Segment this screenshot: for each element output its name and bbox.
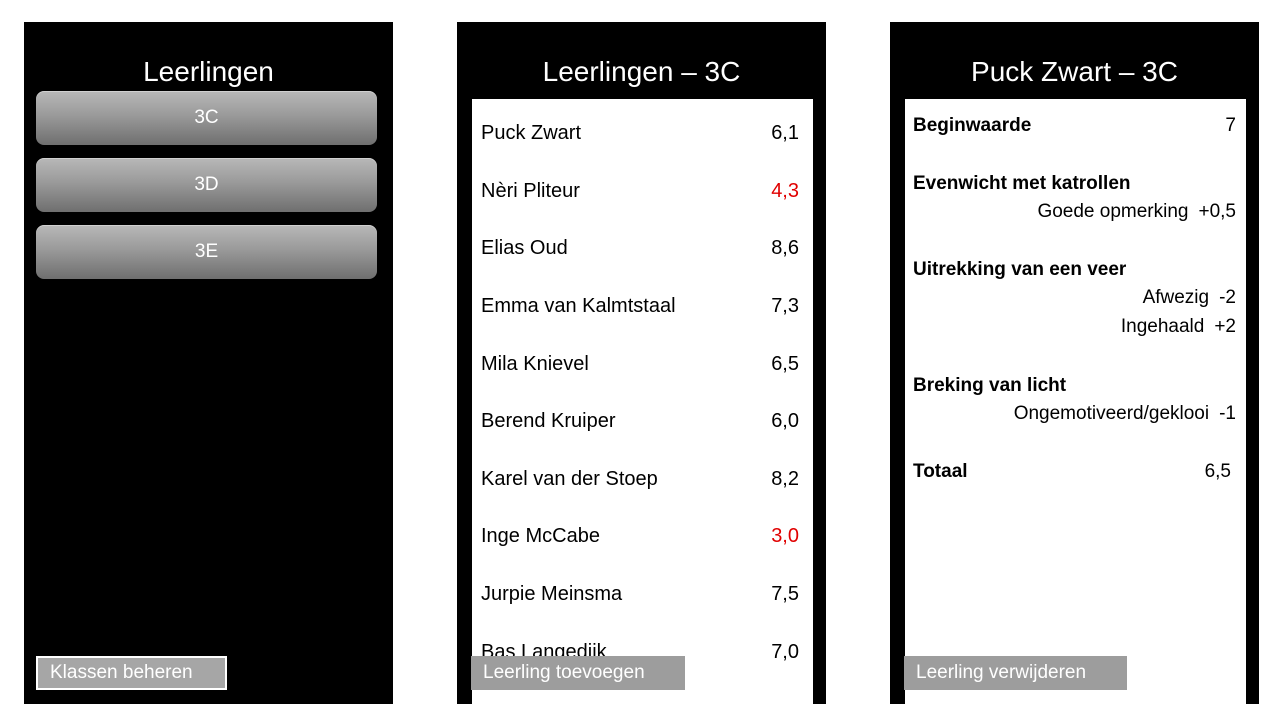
- remark-label: Ingehaald: [1120, 315, 1205, 337]
- grade-detail-panel: Beginwaarde 7 Evenwicht met katrollen Go…: [905, 99, 1246, 704]
- remark-row: Goede opmerking +0,5: [913, 197, 1236, 226]
- remark-label: Goede opmerking: [1037, 200, 1189, 222]
- add-student-button[interactable]: Leerling toevoegen: [471, 656, 685, 690]
- total-label: Totaal: [913, 461, 968, 482]
- class-list: 3C 3D 3E: [36, 91, 377, 292]
- start-value: 7: [1225, 115, 1236, 136]
- class-button-3d[interactable]: 3D: [36, 158, 377, 212]
- assignment-section: Breking van licht Ongemotiveerd/geklooi …: [913, 373, 1236, 428]
- assignment-section: Evenwicht met katrollen Goede opmerking …: [913, 171, 1236, 226]
- student-name: Jurpie Meinsma: [481, 582, 623, 605]
- total-row: Totaal 6,5: [913, 459, 1236, 485]
- student-row[interactable]: Emma van Kalmtstaal 7,3: [481, 292, 799, 320]
- section-heading: Breking van licht: [913, 375, 1067, 396]
- student-name: Nèri Pliteur: [481, 179, 580, 202]
- student-grade: 4,3: [771, 179, 799, 202]
- student-grade: 6,0: [771, 409, 799, 432]
- student-name: Puck Zwart: [481, 121, 582, 144]
- student-name: Elias Oud: [481, 236, 568, 259]
- student-row[interactable]: Nèri Pliteur 4,3: [481, 177, 799, 205]
- student-name: Mila Knievel: [481, 352, 589, 375]
- start-value-row: Beginwaarde 7: [913, 113, 1236, 139]
- class-button-3e[interactable]: 3E: [36, 225, 377, 279]
- student-row[interactable]: Mila Knievel 6,5: [481, 350, 799, 378]
- student-name: Berend Kruiper: [481, 409, 616, 432]
- total-value: 6,5: [1204, 461, 1231, 482]
- student-grade: 6,1: [771, 121, 799, 144]
- remark-row: Afwezig -2: [913, 283, 1236, 312]
- student-name: Emma van Kalmtstaal: [481, 294, 676, 317]
- student-row[interactable]: Jurpie Meinsma 7,5: [481, 580, 799, 608]
- assignment-section: Uitrekking van een veer Afwezig -2 Ingeh…: [913, 257, 1236, 341]
- student-row[interactable]: Inge McCabe 3,0: [481, 522, 799, 550]
- student-grade: 6,5: [771, 352, 799, 375]
- students-screen: Leerlingen – 3C Puck Zwart 6,1 Nèri Plit…: [457, 22, 826, 704]
- student-grade: 7,3: [771, 294, 799, 317]
- student-grade: 8,2: [771, 467, 799, 490]
- student-grade: 7,0: [771, 640, 799, 663]
- student-name: Karel van der Stoep: [481, 467, 658, 490]
- classes-screen: Leerlingen 3C 3D 3E Klassen beheren: [24, 22, 393, 704]
- remark-label: Ongemotiveerd/geklooi: [1013, 402, 1210, 424]
- remark-value: -2: [1219, 286, 1236, 308]
- remark-label: Afwezig: [1142, 286, 1210, 308]
- remark-value: -1: [1219, 402, 1236, 424]
- remark-row: Ingehaald +2: [913, 312, 1236, 341]
- student-grade: 3,0: [771, 524, 799, 547]
- remark-value: +0,5: [1198, 200, 1236, 222]
- screen-title: Leerlingen – 3C: [542, 56, 741, 87]
- student-row[interactable]: Puck Zwart 6,1: [481, 119, 799, 147]
- remark-value: +2: [1214, 315, 1236, 337]
- section-heading: Uitrekking van een veer: [913, 259, 1127, 280]
- student-row[interactable]: Karel van der Stoep 8,2: [481, 465, 799, 493]
- student-row[interactable]: Berend Kruiper 6,0: [481, 407, 799, 435]
- screen-title: Puck Zwart – 3C: [971, 56, 1178, 87]
- student-row[interactable]: Elias Oud 8,6: [481, 234, 799, 262]
- manage-classes-button[interactable]: Klassen beheren: [36, 656, 227, 690]
- class-button-3c[interactable]: 3C: [36, 91, 377, 145]
- start-label: Beginwaarde: [913, 115, 1032, 136]
- screen-title: Leerlingen: [143, 56, 274, 87]
- student-grade: 7,5: [771, 582, 799, 605]
- student-list[interactable]: Puck Zwart 6,1 Nèri Pliteur 4,3 Elias Ou…: [472, 99, 813, 704]
- section-heading: Evenwicht met katrollen: [913, 173, 1131, 194]
- remark-row: Ongemotiveerd/geklooi -1: [913, 399, 1236, 428]
- student-name: Inge McCabe: [481, 524, 600, 547]
- student-detail-screen: Puck Zwart – 3C Beginwaarde 7 Evenwicht …: [890, 22, 1259, 704]
- student-grade: 8,6: [771, 236, 799, 259]
- remove-student-button[interactable]: Leerling verwijderen: [904, 656, 1127, 690]
